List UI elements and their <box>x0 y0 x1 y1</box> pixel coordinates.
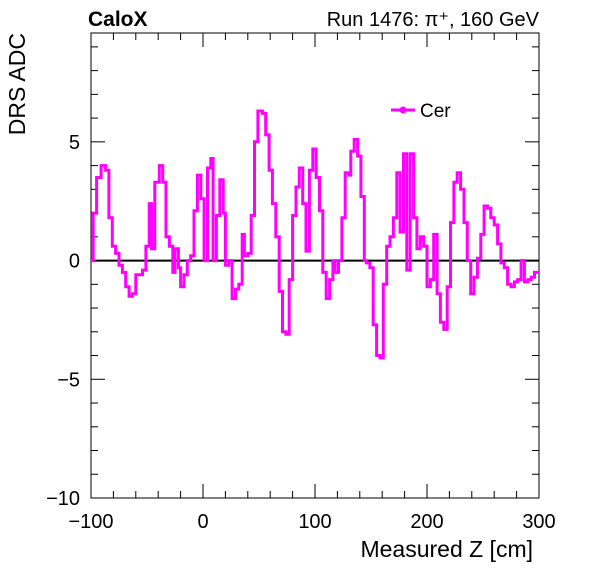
axis-ticks: −100 0 100 200 300 −10 −5 0 5 <box>46 33 556 533</box>
legend-label-cer: Cer <box>420 101 451 122</box>
y-tick-label: −5 <box>57 369 80 391</box>
x-tick-label: 300 <box>522 511 555 533</box>
x-tick-label: 100 <box>298 511 331 533</box>
x-tick-label: 0 <box>197 511 208 533</box>
legend: Cer <box>391 101 451 122</box>
y-tick-label: 0 <box>69 251 80 273</box>
series-group <box>91 109 539 360</box>
x-tick-label: −100 <box>68 511 113 533</box>
y-tick-label: 5 <box>69 132 80 154</box>
corner-right-label: Run 1476: π⁺, 160 GeV <box>327 9 540 31</box>
x-axis-title: Measured Z [cm] <box>360 536 533 562</box>
x-tick-label: 200 <box>410 511 443 533</box>
series-line-cer <box>91 109 539 360</box>
y-tick-label: −10 <box>46 488 80 510</box>
y-axis-title: DRS ADC <box>4 33 30 135</box>
corner-left-label: CaloX <box>88 8 148 31</box>
legend-marker-cer <box>399 106 407 114</box>
